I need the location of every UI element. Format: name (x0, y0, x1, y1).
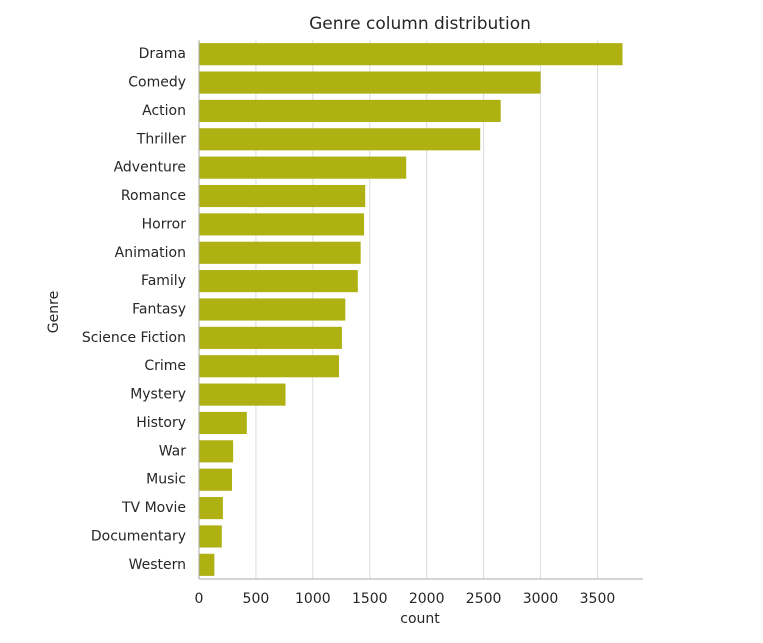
bar-fantasy (199, 298, 346, 321)
bar-horror (199, 213, 365, 236)
x-tick-label: 500 (243, 591, 270, 607)
bar-tv-movie (199, 497, 223, 520)
bar-mystery (199, 383, 286, 406)
chart-title: Genre column distribution (309, 14, 531, 34)
axis-layer (198, 40, 643, 580)
bar-crime (199, 355, 340, 378)
x-tick-labels: 0 500 1000 1500 2000 2500 3000 3500 (195, 591, 616, 607)
bar-thriller (199, 128, 481, 151)
x-tick-label: 2000 (409, 591, 445, 607)
x-tick-label: 1000 (295, 591, 331, 607)
bar-action (199, 99, 501, 122)
bar-comedy (199, 71, 541, 94)
y-tick-labels: Drama Comedy Action Thriller Adventure Romanc… (82, 46, 186, 573)
x-tick-label: 2500 (466, 591, 502, 607)
y-tick-label: Mystery (130, 387, 186, 403)
x-tick-label: 3500 (580, 591, 616, 607)
bar-animation (199, 241, 361, 264)
y-tick-label: Animation (115, 245, 186, 261)
y-tick-label: Adventure (114, 160, 186, 176)
bar-western (199, 553, 215, 576)
y-tick-label: Horror (142, 216, 187, 232)
bar-family (199, 270, 358, 293)
x-axis-label: count (400, 611, 440, 627)
y-tick-label: Science Fiction (82, 330, 186, 346)
x-tick-label: 3000 (523, 591, 559, 607)
y-tick-label: TV Movie (121, 500, 186, 516)
y-tick-label: Crime (144, 358, 186, 374)
y-tick-label: Comedy (128, 75, 186, 91)
y-tick-label: Documentary (91, 528, 186, 544)
y-tick-label: Drama (139, 46, 186, 62)
bar-science-fiction (199, 326, 342, 349)
y-tick-label: War (159, 443, 187, 459)
bar-documentary (199, 525, 222, 548)
bar-war (199, 440, 234, 463)
bar-adventure (199, 156, 407, 179)
y-axis-label: Genre (46, 291, 62, 333)
y-tick-label: Romance (121, 188, 186, 204)
y-tick-label: Thriller (136, 131, 186, 147)
x-tick-label: 0 (195, 591, 204, 607)
x-tick-label: 1500 (352, 591, 388, 607)
bar-music (199, 468, 233, 491)
bar-drama (199, 43, 623, 66)
y-tick-label: Family (141, 273, 186, 289)
bar-history (199, 411, 247, 435)
bar-romance (199, 184, 366, 208)
y-tick-label: Fantasy (132, 302, 186, 318)
bar-layer (199, 43, 623, 576)
y-tick-label: Action (142, 103, 186, 119)
y-tick-label: Music (146, 472, 186, 488)
y-tick-label: Western (129, 557, 186, 573)
y-tick-label: History (136, 415, 186, 431)
